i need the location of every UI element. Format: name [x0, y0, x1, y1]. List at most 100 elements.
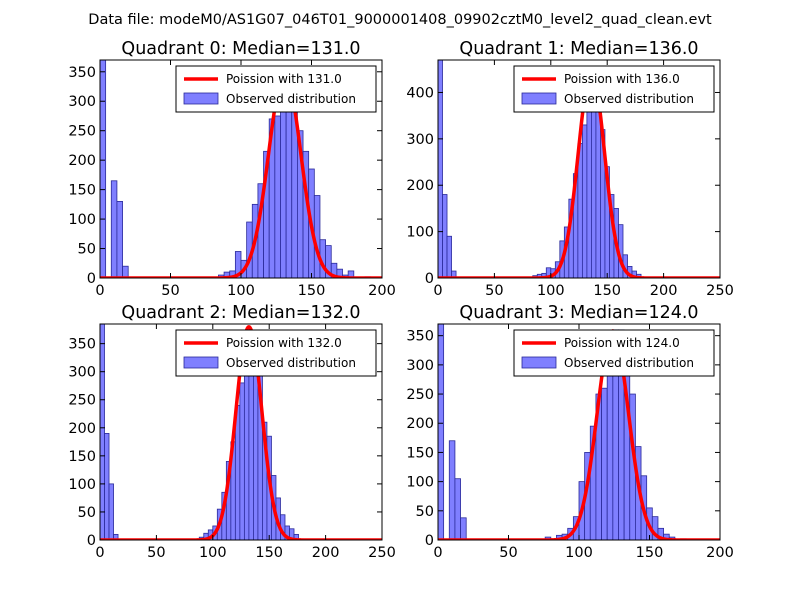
quadrant-0-title: Quadrant 0: Median=131.0	[121, 39, 360, 59]
y-tick-label: 50	[78, 242, 96, 258]
histogram-bar	[448, 440, 456, 540]
histogram-bar	[274, 115, 281, 278]
y-tick-label: 50	[416, 504, 434, 520]
histogram-bar	[446, 235, 452, 278]
y-tick-label: 250	[68, 124, 96, 140]
y-tick-label: 0	[425, 271, 434, 287]
y-tick-label: 50	[78, 505, 96, 521]
histogram-bar	[581, 124, 588, 278]
histogram-bar	[110, 180, 118, 278]
histogram-bar	[438, 60, 443, 278]
y-tick-label: 0	[87, 533, 96, 549]
histogram-bar	[243, 354, 250, 540]
histogram-bar	[454, 478, 461, 540]
histogram-bar	[122, 265, 129, 278]
x-tick-label: 100	[227, 283, 255, 299]
legend-label-observed: Observed distribution	[226, 92, 356, 106]
y-tick-label: 400	[406, 85, 434, 101]
x-tick-label: 250	[368, 545, 396, 561]
histogram-bar	[239, 382, 245, 540]
histogram-bar	[336, 268, 343, 278]
y-tick-label: 300	[68, 365, 96, 381]
x-tick-label: 100	[537, 283, 565, 299]
x-tick-label: 0	[433, 283, 442, 299]
x-tick-label: 0	[433, 545, 442, 561]
histogram-bar	[601, 387, 608, 540]
x-tick-label: 50	[147, 545, 165, 561]
histogram-bar	[116, 201, 123, 278]
quadrant-1-legend: Poission with 136.0 Observed distribution	[513, 65, 715, 113]
y-tick-label: 350	[68, 65, 96, 81]
legend-bar-swatch	[183, 356, 219, 369]
histogram-bar	[280, 89, 287, 278]
y-tick-label: 200	[68, 421, 96, 437]
quadrant-0-panel: Quadrant 0: Median=131.0 0 50 100 150 200 0 50 1…	[68, 39, 396, 299]
x-tick-label: 150	[593, 283, 621, 299]
y-tick-label: 200	[406, 416, 434, 432]
x-tick-label: 200	[650, 283, 678, 299]
legend-bar-swatch	[183, 92, 219, 105]
y-tick-label: 350	[68, 337, 96, 353]
y-tick-label: 150	[68, 183, 96, 199]
quadrant-1-title: Quadrant 1: Median=136.0	[459, 39, 698, 59]
x-tick-label: 200	[368, 283, 396, 299]
x-tick-label: 0	[95, 283, 104, 299]
histogram-bar	[586, 92, 592, 278]
x-tick-label: 200	[312, 545, 340, 561]
x-tick-label: 0	[95, 545, 104, 561]
y-tick-label: 200	[406, 178, 434, 194]
y-tick-label: 300	[68, 94, 96, 110]
y-tick-label: 150	[406, 445, 434, 461]
legend-label-fit: Poission with 132.0	[226, 336, 342, 350]
quadrant-3-panel: Quadrant 3: Median=124.0 0 50 100 150 200 0 50 1…	[406, 303, 734, 561]
y-tick-label: 100	[68, 477, 96, 493]
x-tick-label: 100	[199, 545, 227, 561]
y-tick-label: 300	[406, 358, 434, 374]
quadrant-2-title: Quadrant 2: Median=132.0	[121, 303, 360, 323]
x-tick-label: 50	[499, 545, 517, 561]
histogram-bar	[285, 106, 293, 278]
y-tick-label: 150	[68, 449, 96, 465]
x-tick-label: 150	[636, 545, 664, 561]
quadrant-2-panel: Quadrant 2: Median=132.0 0 50 100 150 200 250 0…	[68, 303, 396, 561]
x-tick-label: 100	[565, 545, 593, 561]
quadrant-2-legend: Poission with 132.0 Observed distribution	[175, 329, 377, 377]
quadrant-1-panel: Quadrant 1: Median=136.0 0 50 100 150 200 250 0…	[406, 39, 734, 299]
quadrant-1-plot-area	[438, 60, 720, 278]
y-tick-label: 350	[406, 329, 434, 345]
quadrant-0-plot-area	[100, 60, 382, 278]
histogram-bar	[460, 517, 467, 540]
quadrant-3-title: Quadrant 3: Median=124.0	[459, 303, 698, 323]
legend-label-observed: Observed distribution	[564, 356, 694, 370]
poisson-fit-line	[100, 71, 382, 278]
histogram-bar	[442, 194, 448, 278]
x-tick-label: 250	[706, 283, 734, 299]
quadrant-1-axes-frame	[437, 59, 721, 279]
legend-label-observed: Observed distribution	[564, 92, 694, 106]
y-tick-label: 0	[87, 271, 96, 287]
quadrant-0-legend: Poission with 131.0 Observed distribution	[175, 65, 377, 113]
y-tick-label: 100	[406, 475, 434, 491]
histogram-bar	[100, 324, 105, 540]
histogram-bar	[606, 370, 614, 540]
histogram-bar	[108, 483, 114, 540]
x-tick-label: 150	[298, 283, 326, 299]
x-tick-label: 50	[161, 283, 179, 299]
y-tick-label: 100	[406, 225, 434, 241]
quadrant-3-legend: Poission with 124.0 Observed distribution	[513, 329, 715, 377]
y-tick-label: 0	[425, 533, 434, 549]
x-tick-label: 150	[255, 545, 283, 561]
y-tick-label: 100	[68, 212, 96, 228]
panels: Quadrant 0: Median=131.0 0 50 100 150 200 0 50 1…	[68, 39, 734, 561]
histogram-bar	[104, 433, 110, 540]
poisson-fit-line	[438, 69, 720, 278]
quadrant-2-axes-frame	[99, 323, 383, 541]
legend-bar-swatch	[521, 356, 557, 369]
legend-bar-swatch	[521, 92, 557, 105]
legend-label-fit: Poission with 136.0	[564, 72, 680, 86]
histogram-bar	[100, 60, 107, 278]
y-tick-label: 250	[68, 393, 96, 409]
legend-label-fit: Poission with 124.0	[564, 336, 680, 350]
y-tick-label: 300	[406, 132, 434, 148]
